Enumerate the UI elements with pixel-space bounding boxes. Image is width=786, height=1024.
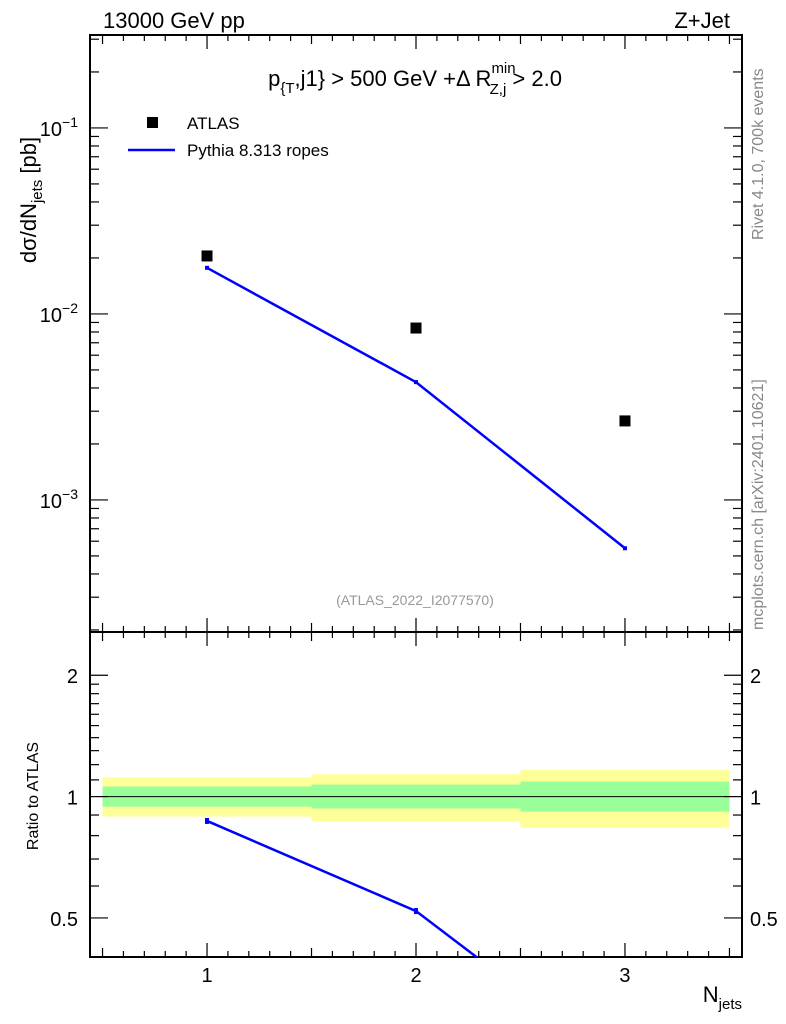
atlas-point xyxy=(201,250,213,262)
ratio-y-tick-label: 2 xyxy=(67,666,78,688)
side-text-rivet: Rivet 4.1.0, 700k events xyxy=(750,68,767,240)
atlas-point xyxy=(410,322,422,334)
header-right: Z+Jet xyxy=(674,8,730,33)
ratio-y-tick-label: 0.5 xyxy=(50,909,78,931)
x-tick-label: 3 xyxy=(619,965,630,987)
y-axis-label: dσ/dNjets [pb] xyxy=(16,137,46,263)
pythia-line xyxy=(206,266,626,550)
y-tick-label: 10−3 xyxy=(40,486,78,513)
ratio-y-axis-label: Ratio to ATLAS xyxy=(25,742,42,850)
legend-atlas-marker xyxy=(147,117,158,128)
ratio-y-tick-label-right: 1 xyxy=(750,788,761,810)
ratio-y-tick-label-right: 0.5 xyxy=(750,909,778,931)
x-axis-label: Njets xyxy=(703,982,742,1013)
ratio-pythia-point xyxy=(414,908,418,915)
legend-pythia-label: Pythia 8.313 ropes xyxy=(187,141,329,160)
legend-atlas-label: ATLAS xyxy=(187,114,240,133)
x-tick-label: 1 xyxy=(201,965,212,987)
x-tick-label: 2 xyxy=(410,965,421,987)
header-left: 13000 GeV pp xyxy=(103,8,245,33)
main-panel: 10−1 10−2 10−3 xyxy=(40,34,743,633)
ratio-panel: 1 2 3 0.5 0.5 1 1 2 2 xyxy=(50,631,778,987)
ratio-y-tick-label-right: 2 xyxy=(750,666,761,688)
y-tick-label: 10−2 xyxy=(40,300,78,327)
pythia-point xyxy=(622,546,627,551)
ratio-pythia-point xyxy=(205,817,210,824)
watermark: (ATLAS_2022_I2077570) xyxy=(336,592,494,608)
plot-title: p{T,j1} > 500 GeV +Δ Rmin Z,j > 2.0 xyxy=(268,60,562,98)
ratio-y-tick-label: 1 xyxy=(67,788,78,810)
y-tick-label: 10−1 xyxy=(40,114,78,141)
pythia-point xyxy=(205,265,210,270)
side-text-mcplots: mcplots.cern.ch [arXiv:2401.10621] xyxy=(750,379,767,630)
ratio-pythia-line xyxy=(206,819,479,957)
atlas-point xyxy=(619,415,631,427)
pythia-point xyxy=(414,380,418,385)
